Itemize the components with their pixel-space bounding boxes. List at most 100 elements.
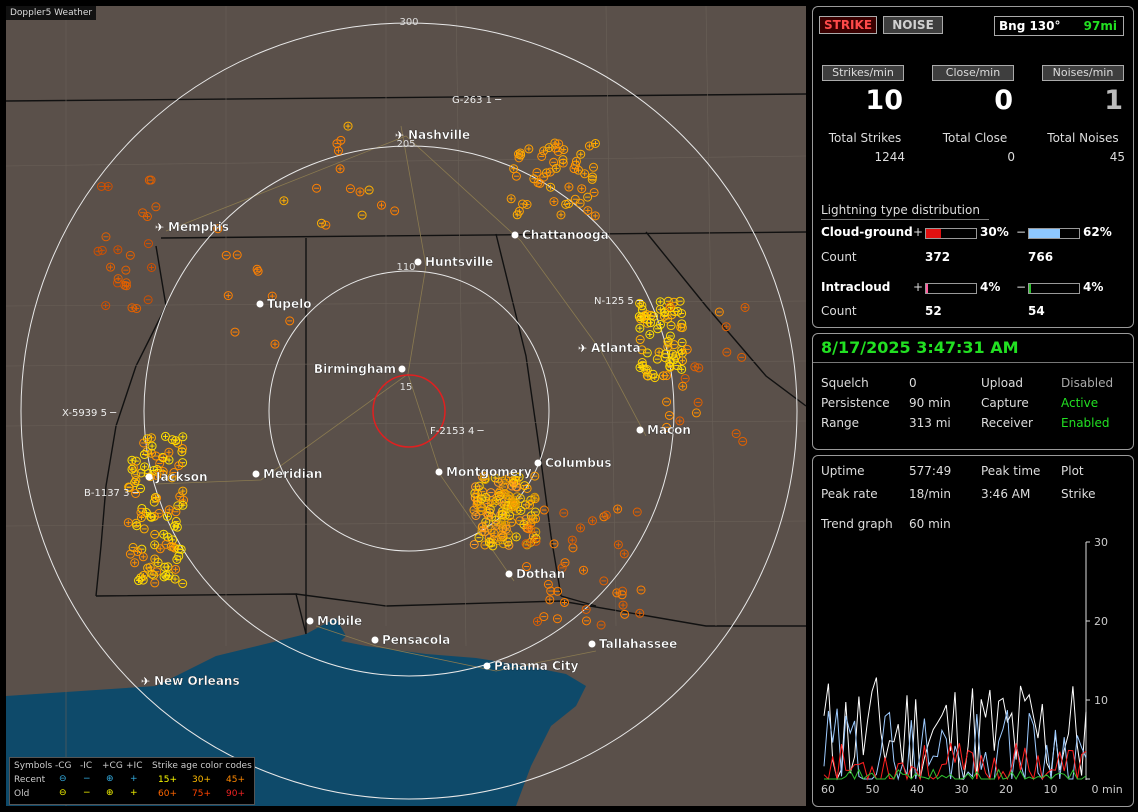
capture-value: Active — [1061, 396, 1099, 410]
strike-symbol-icon — [559, 145, 569, 155]
storm-cell-label[interactable]: B-1137 3 ─ — [84, 488, 140, 499]
cg-minus-sign: − — [1016, 225, 1027, 239]
lightning-map[interactable]: 300 205 110 15 G-263 1 ─ N-125 5 ─ X-5939 5 ─… — [6, 6, 806, 806]
settings-panel: 8/17/2025 3:47:31 AM Squelch 0 Upload Di… — [812, 333, 1134, 450]
ic-count-label: Count — [821, 304, 857, 318]
trend-panel: Uptime 577:49 Peak time Plot Peak rate 1… — [812, 455, 1134, 807]
strike-symbol-icon — [525, 500, 535, 510]
capture-label: Capture — [981, 396, 1029, 410]
strike-button[interactable]: STRIKE — [819, 16, 877, 34]
strike-symbol-icon — [144, 175, 154, 185]
recent-cg-minus-icon: ⊖ — [59, 774, 67, 784]
strike-symbol-icon — [511, 171, 521, 181]
ic-plus-pct: 4% — [980, 280, 1001, 294]
strike-symbol-icon — [675, 296, 685, 306]
strike-symbol-icon — [714, 307, 724, 317]
strike-symbol-icon — [524, 144, 534, 154]
city-label: Mobile — [317, 614, 362, 628]
strike-symbol-icon — [223, 291, 233, 301]
noise-button[interactable]: NOISE — [883, 16, 943, 34]
strike-symbol-icon — [549, 197, 559, 207]
strike-symbol-icon — [494, 488, 504, 498]
strike-symbol-icon — [636, 585, 646, 595]
old-cg-minus-icon: ⊖ — [59, 788, 67, 798]
y-tick-10: 10 — [1094, 694, 1108, 707]
strike-symbol-icon — [576, 149, 586, 159]
strike-symbol-icon — [635, 335, 645, 345]
storm-cell-label[interactable]: N-125 5 ─ — [594, 296, 644, 307]
strike-symbol-icon — [171, 564, 181, 574]
strike-symbol-icon — [474, 533, 484, 543]
storm-cell-label[interactable]: G-263 1 ─ — [452, 95, 502, 106]
strike-symbol-icon — [581, 616, 591, 626]
city-label: Nashville — [408, 128, 470, 142]
strike-symbol-icon — [587, 174, 597, 184]
strike-stats-panel: STRIKE NOISE Bng 130° 97mi Strikes/min C… — [812, 6, 1134, 328]
strike-symbol-icon — [590, 138, 600, 148]
ic-plus-count: 52 — [925, 304, 942, 318]
strike-symbol-icon — [343, 121, 353, 131]
squelch-value: 0 — [909, 376, 917, 390]
strike-symbol-icon — [499, 482, 509, 492]
strike-symbol-icon — [632, 507, 642, 517]
strike-symbol-icon — [505, 492, 515, 502]
strike-symbol-icon — [178, 486, 188, 496]
strike-symbol-icon — [480, 527, 490, 537]
strike-symbol-icon — [97, 245, 107, 255]
cg-minus-bar-fill — [1029, 229, 1060, 238]
strike-symbol-icon — [664, 410, 674, 420]
roads — [155, 125, 647, 672]
strike-symbol-icon — [333, 146, 343, 156]
peak-rate-value: 18/min — [909, 487, 951, 501]
range-value: 313 mi — [909, 416, 951, 430]
strike-symbol-icon — [136, 513, 146, 523]
strike-symbol-icon — [666, 321, 676, 331]
map-title: Doppler5 Weather — [6, 6, 97, 20]
strike-symbol-icon — [642, 348, 652, 358]
storm-cell-label[interactable]: X-5939 5 ─ — [62, 408, 117, 419]
strike-symbol-icon — [738, 436, 748, 446]
strike-symbol-icon — [635, 323, 645, 333]
trend-series-line — [823, 677, 1087, 781]
legend-cg-minus: -CG — [55, 761, 72, 771]
strike-symbol-icon — [583, 192, 593, 202]
strike-symbol-icon — [587, 516, 597, 526]
city-label: Tupelo — [267, 297, 312, 311]
city-label: Dothan — [516, 567, 565, 581]
range-ring-label: 110 — [396, 262, 415, 273]
strike-symbol-icon — [150, 540, 160, 550]
trend-series-line — [823, 708, 1087, 781]
cg-minus-count: 766 — [1028, 250, 1054, 264]
trend-graph-value: 60 min — [909, 517, 951, 531]
water-bay — [306, 618, 346, 656]
strike-symbol-icon — [589, 187, 599, 197]
strike-symbol-icon — [590, 211, 600, 221]
strike-symbol-icon — [512, 210, 522, 220]
city-label: Pensacola — [382, 633, 450, 647]
city-label: Chattanooga — [522, 228, 609, 242]
map-canvas[interactable]: 300 205 110 15 G-263 1 ─ N-125 5 ─ X-5939 5 ─… — [6, 6, 806, 806]
strike-symbol-icon — [516, 505, 526, 515]
range-ring-label: 205 — [396, 139, 415, 150]
strike-symbol-icon — [567, 535, 577, 545]
strike-symbol-icon — [493, 477, 503, 487]
strike-symbol-icon — [637, 345, 647, 355]
receiver-label: Receiver — [981, 416, 1033, 430]
strike-symbol-icon — [559, 508, 569, 518]
x-tick-label: 0 — [1092, 783, 1099, 796]
legend-age-title: Strike age color codes — [152, 761, 252, 771]
storm-cell-label[interactable]: F-2153 4 ─ — [430, 426, 485, 437]
strike-symbol-icon — [543, 579, 553, 589]
x-tick-label: 10 — [1044, 783, 1058, 796]
strike-symbol-icon — [501, 502, 511, 512]
city-dot-icon — [511, 231, 519, 239]
city-dot-icon — [398, 365, 406, 373]
strike-symbol-icon — [645, 329, 655, 339]
strike-symbol-icon — [177, 447, 187, 457]
strike-symbol-icon — [171, 516, 181, 526]
strike-symbol-icon — [174, 544, 184, 554]
receiver-value: Enabled — [1061, 416, 1110, 430]
strike-symbol-icon — [140, 462, 150, 472]
city-dot-icon — [252, 470, 260, 478]
strike-symbol-icon — [497, 509, 507, 519]
